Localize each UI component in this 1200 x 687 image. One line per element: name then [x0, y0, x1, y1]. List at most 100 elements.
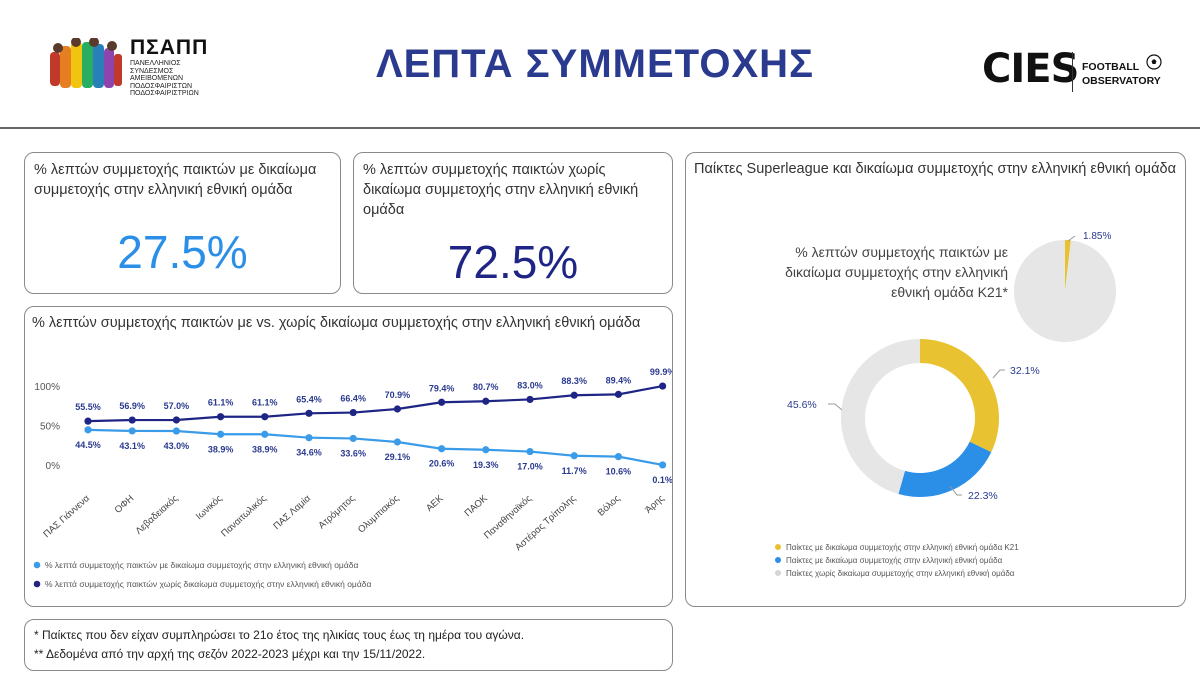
data-label: 61.1%: [252, 398, 278, 408]
data-point: [305, 434, 313, 442]
data-point: [393, 405, 401, 413]
data-point: [526, 447, 534, 456]
data-point: [349, 434, 357, 443]
data-point: [659, 461, 667, 469]
data-point: [172, 427, 180, 435]
kpi-card-not-eligible: % λεπτών συμμετοχής παικτών χωρίς δικαίω…: [353, 152, 673, 294]
footnote-1: * Παίκτες που δεν είχαν συμπληρώσει το 2…: [34, 628, 525, 642]
data-label: 80.7%: [473, 382, 499, 392]
data-point: [349, 408, 357, 417]
data-label: 61.1%: [208, 398, 234, 408]
data-point: [438, 398, 446, 406]
cies-sub-line1: FOOTBALL: [1082, 61, 1140, 73]
cies-logo: CIES: [982, 46, 1079, 92]
psapp-logo-icon: [50, 38, 122, 88]
data-label: 43.0%: [164, 441, 190, 451]
data-point: [217, 430, 225, 438]
kpi-card-eligible: % λεπτών συμμετοχής παικτών με δικαίωμα …: [24, 152, 341, 294]
x-tick-label: Λεβαδειακός: [134, 493, 181, 537]
data-label: 65.4%: [296, 394, 322, 404]
series-line: [87, 428, 663, 467]
data-label: 83.0%: [517, 380, 543, 390]
data-label: 17.0%: [517, 462, 543, 472]
x-tick-label: ΑΕΚ: [424, 493, 446, 514]
x-tick-label: Παναιτωλικός: [219, 493, 269, 540]
pie-chart-card: Παίκτες Superleague και δικαίωμα συμμετο…: [685, 152, 1186, 607]
data-label: 66.4%: [340, 394, 366, 404]
legend-label: % λεπτά συμμετοχής παικτών χωρίς δικαίωμ…: [45, 579, 371, 589]
small-pie-caption: % λεπτών συμμετοχής παικτών με δικαίωμα …: [785, 244, 1008, 300]
data-point: [261, 413, 269, 421]
x-tick-label: ΠΑΣ Γιάννενα: [41, 493, 92, 540]
header-divider: [0, 127, 1200, 129]
line-chart-card: % λεπτών συμμετοχής παικτών με vs. χωρίς…: [24, 306, 673, 607]
data-label: 55.5%: [75, 402, 101, 412]
data-label: 0.1%: [652, 475, 672, 485]
x-tick-label: Ολυμπιακός: [356, 493, 402, 536]
page-header: ΠΣΑΠΠ ΠΑΝΕΛΛΗΝΙΟΣ ΣΥΝΔΕΣΜΟΣ ΑΜΕΙΒΟΜΕΝΩΝ …: [0, 0, 1200, 128]
cies-sub-line2: OBSERVATORY: [1082, 75, 1161, 87]
kpi-value: 72.5%: [447, 236, 579, 288]
data-label: 89.4%: [606, 375, 632, 385]
footnote-2: ** Δεδομένα από την αρχή της σεζόν 2022-…: [34, 647, 426, 661]
data-point: [261, 430, 269, 438]
logo-divider: [1072, 52, 1073, 92]
data-label: 57.0%: [164, 401, 190, 411]
y-tick-label: 100%: [34, 382, 60, 393]
data-point: [393, 438, 401, 446]
legend-marker: [33, 580, 41, 588]
data-point: [614, 453, 623, 461]
data-label: 38.9%: [252, 444, 278, 454]
data-label: 29.1%: [385, 452, 411, 462]
data-label: 34.6%: [296, 448, 322, 458]
data-point: [84, 417, 92, 425]
x-tick-label: ΟΦΗ: [113, 493, 137, 516]
data-point: [570, 391, 578, 399]
data-point: [305, 409, 313, 417]
data-label: 20.6%: [429, 459, 455, 469]
psapp-name: ΠΣΑΠΠ: [130, 36, 209, 59]
x-tick-label: ΠΑΣ Λαμία: [271, 493, 313, 532]
data-point: [614, 390, 623, 398]
line-chart-title: % λεπτών συμμετοχής παικτών με vs. χωρίς…: [32, 315, 641, 331]
data-label: 70.9%: [385, 390, 411, 400]
y-tick-label: 50%: [40, 422, 60, 433]
data-point: [482, 446, 490, 454]
data-label: 56.9%: [119, 401, 145, 411]
y-tick-label: 0%: [46, 461, 61, 472]
data-label: 19.3%: [473, 460, 499, 470]
kpi-title: % λεπτών συμμετοχής παικτών χωρίς δικαίω…: [363, 162, 639, 218]
data-point: [128, 427, 136, 435]
x-tick-label: Άρης: [643, 493, 667, 516]
data-label: 43.1%: [119, 441, 145, 451]
data-label: 88.3%: [561, 376, 587, 386]
data-label: 38.9%: [208, 444, 234, 454]
page-title: ΛΕΠΤΑ ΣΥΜΜΕΤΟΧΗΣ: [375, 42, 815, 86]
data-point: [172, 416, 180, 424]
legend-marker: [33, 561, 41, 569]
x-tick-label: ΠΑΟΚ: [463, 493, 491, 520]
data-point: [482, 397, 490, 405]
data-label: 79.4%: [429, 383, 455, 393]
data-label: 33.6%: [340, 448, 366, 458]
x-tick-label: Βόλος: [596, 493, 623, 519]
data-point: [84, 426, 92, 434]
footnotes-card: * Παίκτες που δεν είχαν συμπληρώσει το 2…: [24, 619, 673, 671]
x-tick-label: Ιωνικός: [194, 493, 225, 522]
data-point: [659, 382, 667, 390]
kpi-value: 27.5%: [117, 226, 248, 278]
kpi-title: % λεπτών συμμετοχής παικτών με δικαίωμα …: [34, 162, 317, 198]
data-point: [570, 452, 578, 460]
data-label: 44.5%: [75, 440, 101, 450]
data-point: [526, 395, 534, 404]
x-tick-label: Ατρόμητος: [316, 493, 357, 532]
data-label: 11.7%: [562, 466, 587, 476]
data-label: 10.6%: [606, 467, 632, 477]
data-point: [128, 416, 136, 424]
pie-chart-title: Παίκτες Superleague και δικαίωμα συμμετο…: [694, 161, 1176, 177]
cies-subtitle: FOOTBALL OBSERVATORY: [1082, 60, 1161, 88]
football-icon: [1146, 54, 1162, 70]
psapp-subtitle: ΠΑΝΕΛΛΗΝΙΟΣ ΣΥΝΔΕΣΜΟΣ ΑΜΕΙΒΟΜΕΝΩΝ ΠΟΔΟΣΦ…: [130, 60, 199, 97]
series-line: [87, 384, 663, 423]
